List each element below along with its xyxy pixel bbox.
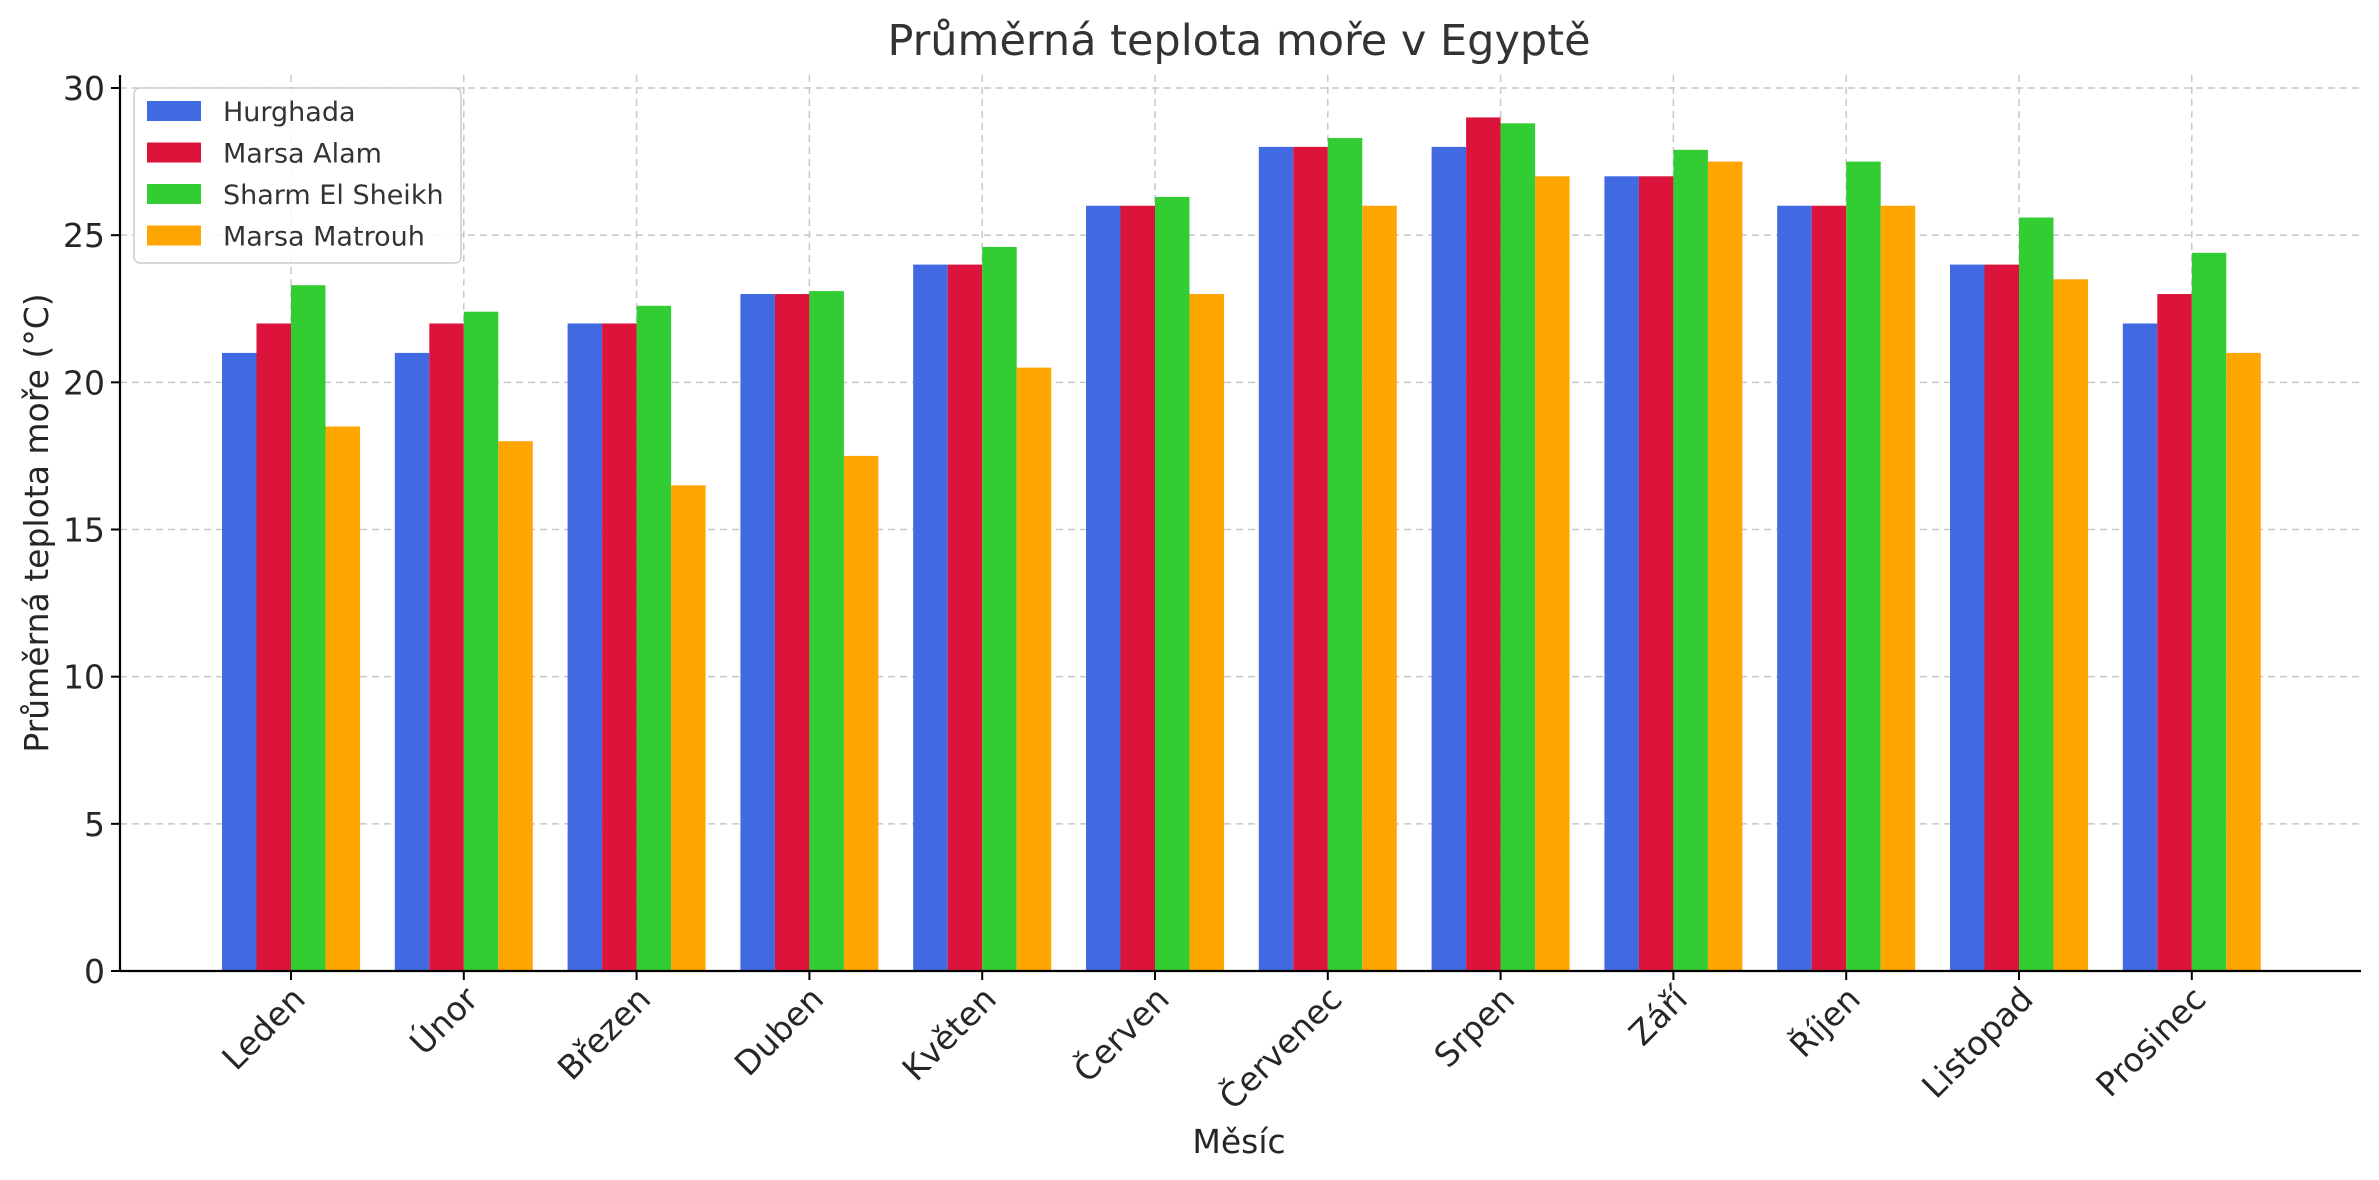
legend-swatch [147,225,201,246]
bar [1189,294,1224,971]
bar [636,305,672,972]
legend: Hurghada Marsa Alam Sharm El Sheikh Marsa M… [133,87,462,264]
bar [1293,146,1328,971]
x-tick-label: Červenec [1211,978,1350,1117]
chart-title: Průměrná teplota moře v Egyptě [887,16,1590,66]
bar [1638,176,1674,972]
bar [740,294,775,971]
bar [1120,205,1155,971]
bar [1258,146,1294,971]
x-tick-label: Únor [401,978,485,1062]
bar [774,294,810,971]
bar [394,352,430,971]
bar [1707,161,1743,972]
bar [913,264,948,972]
bar [2191,252,2227,971]
bar [429,323,464,971]
legend-label: Hurghada [223,97,356,128]
legend-swatch [147,101,201,121]
bar [809,291,844,972]
bar [463,311,499,971]
bar [256,323,291,971]
y-tick-label: 20 [63,363,105,402]
bar [567,323,603,971]
bar [2226,352,2261,971]
x-axis-label: Měsíc [1192,1122,1285,1161]
bar [2157,294,2192,971]
x-tick-label: Listopad [1914,979,2041,1106]
legend-swatch [147,184,201,204]
bar [1846,161,1881,972]
legend-label: Marsa Alam [223,139,382,170]
bar [1880,205,1916,971]
x-tick-label: Březen [550,979,658,1087]
bar [1086,205,1121,971]
bar [1950,264,1985,972]
bar [1016,367,1052,971]
bar [291,285,326,971]
bar [2122,323,2158,971]
y-tick-label: 30 [63,69,105,108]
bar [1327,138,1363,971]
bar [602,323,637,971]
x-ticks: Leden Únor Březen Duben Květen Červen Červenec… [214,971,2213,1117]
x-tick-label: Duben [727,979,831,1083]
bars [222,117,2261,972]
y-ticks: 0 5 10 15 20 25 30 [63,69,120,991]
bar [222,352,257,971]
y-tick-label: 25 [63,216,105,255]
y-tick-label: 15 [63,511,105,550]
bar [1984,264,2019,972]
y-tick-label: 5 [84,805,105,844]
y-tick-label: 10 [63,658,105,697]
legend-label: Marsa Matrouh [223,222,425,253]
y-axis-label: Průměrná teplota moře (°C) [17,293,56,752]
x-tick-label: Prosinec [2088,979,2213,1104]
bar [1604,176,1639,972]
legend-swatch [147,142,201,163]
bar [1535,176,1570,972]
bar [1466,117,1501,971]
x-tick-label: Září [1621,978,1696,1053]
bar [1155,196,1190,972]
bar [2019,217,2054,972]
legend-label: Sharm El Sheikh [223,180,444,211]
x-tick-label: Leden [214,979,312,1077]
y-tick-label: 0 [84,952,105,991]
bar [498,441,533,971]
legend-box [133,87,462,264]
axes [118,75,2361,973]
x-tick-label: Květen [895,979,1004,1088]
bar [1431,146,1467,971]
bar [1777,205,1812,971]
x-tick-label: Říjen [1781,978,1868,1065]
bar [982,246,1017,971]
bar [1500,123,1536,971]
bar [1811,205,1847,971]
bar [1673,149,1708,971]
bar [947,264,983,972]
x-tick-label: Srpen [1426,979,1522,1075]
bar [325,426,360,971]
bar [1362,205,1397,971]
x-tick-label: Červen [1065,978,1176,1089]
bar [2053,279,2088,972]
bar [671,485,706,971]
bar [843,455,879,972]
